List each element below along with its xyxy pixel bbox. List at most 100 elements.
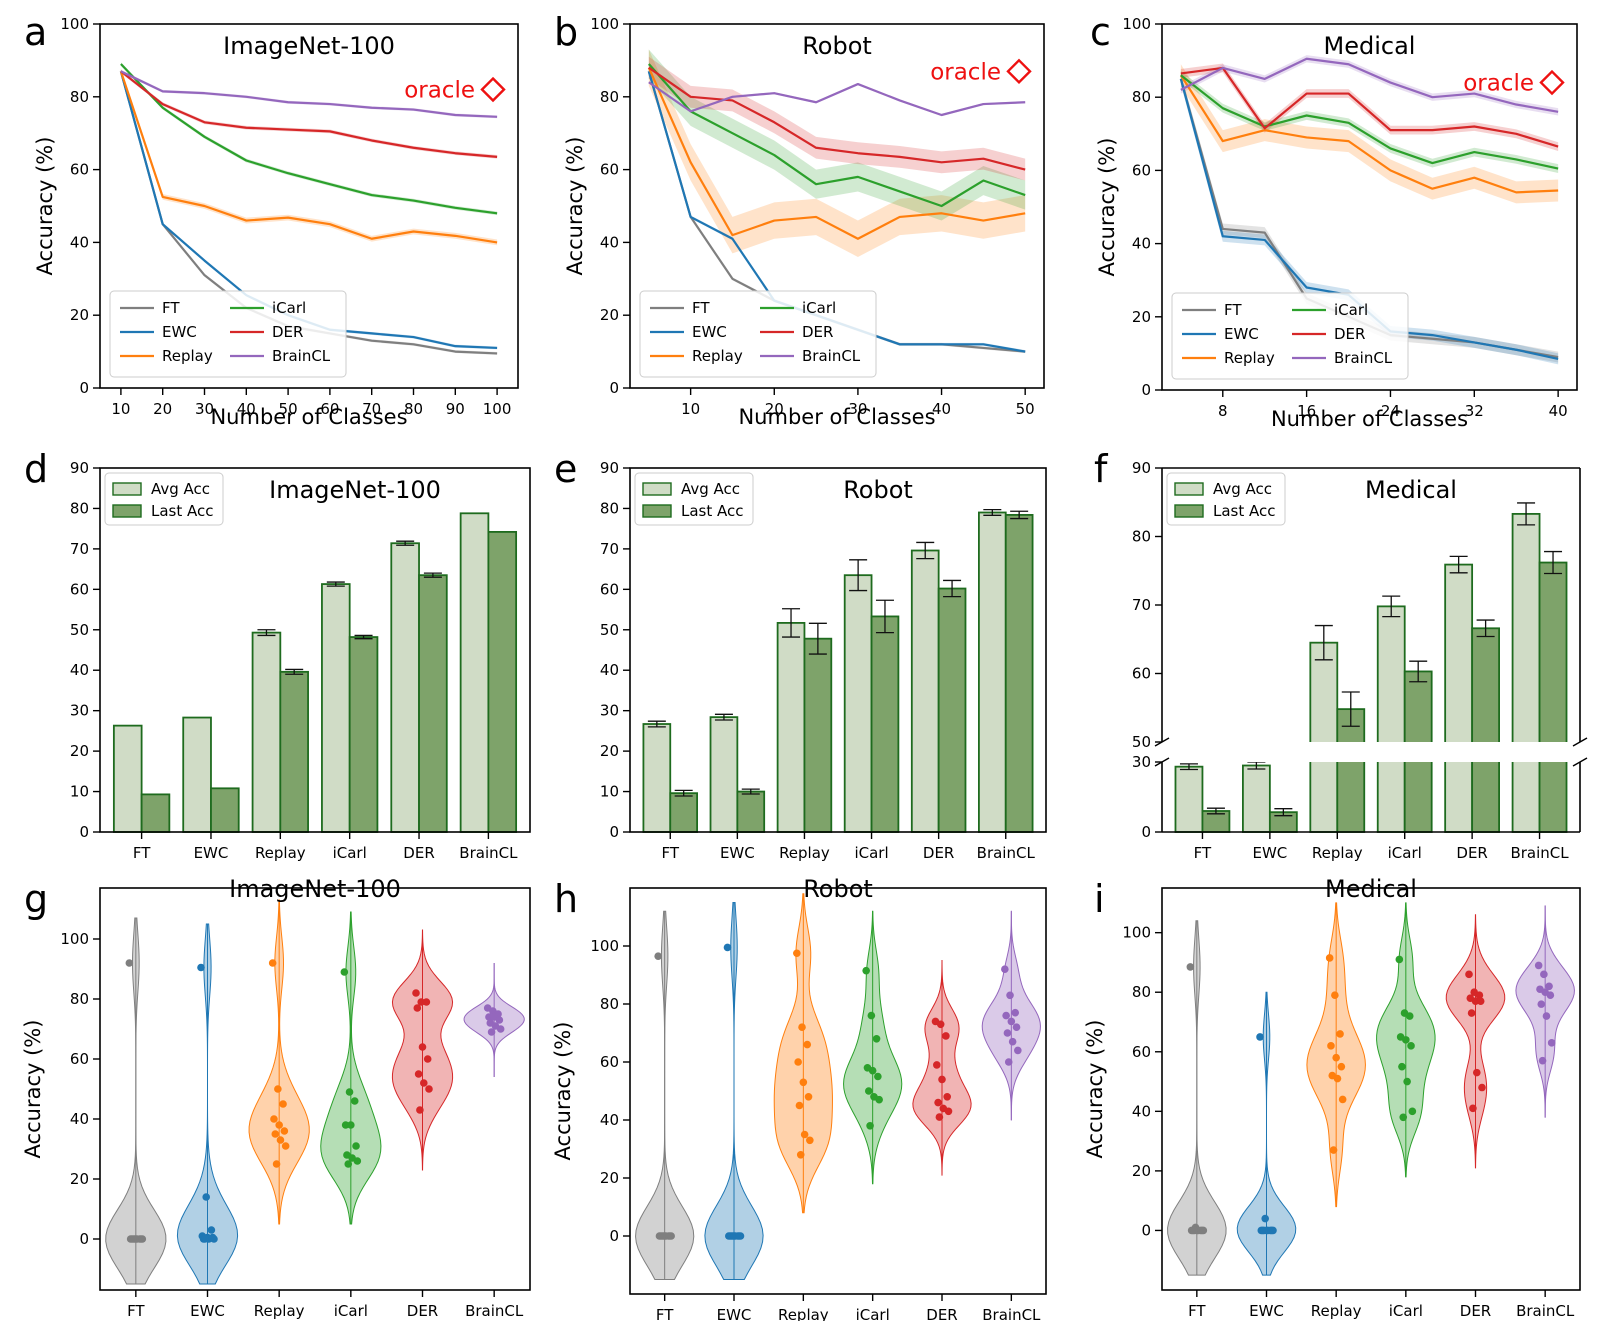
legend-label-avg: Avg Acc (151, 480, 210, 498)
y-tick-label: 90 (70, 459, 89, 477)
data-point-DER (1475, 991, 1484, 999)
y-axis-label: Accuracy (%) (1095, 138, 1119, 277)
oracle-label: oracle (404, 78, 475, 104)
data-point-BrainCL (1547, 1039, 1556, 1047)
y-tick-label: 80 (70, 990, 89, 1008)
x-tick-label: 10 (111, 400, 130, 418)
data-point-Replay (1337, 1062, 1346, 1071)
data-point-DER (414, 1070, 423, 1078)
y-tick-label: 0 (1141, 823, 1151, 841)
data-point-iCarl (347, 1121, 355, 1129)
bar-Last-Acc-DER (418, 574, 448, 833)
data-point-Replay (1325, 954, 1334, 962)
data-point-BrainCL (1538, 1056, 1547, 1065)
x-tick-label: DER (1456, 844, 1487, 862)
x-tick-label: 100 (483, 400, 512, 418)
bar-Last-Acc-EWC (736, 790, 766, 833)
x-tick-label: BrainCL (977, 844, 1036, 862)
data-point-iCarl (1403, 1077, 1411, 1086)
data-point-iCarl (1398, 1062, 1406, 1071)
x-tick-label: 20 (765, 400, 784, 418)
x-tick-label: Replay (779, 844, 830, 862)
x-tick-label: DER (926, 1306, 957, 1321)
x-tick-label: BrainCL (1516, 1302, 1575, 1320)
y-tick-label: 30 (1132, 753, 1151, 771)
panel-title: Robot (843, 476, 913, 504)
panel-c: 0 20 40 60 80 100 8 16 24 32 40 Number of Classes Ac… (1090, 10, 1578, 431)
data-point-BrainCL (1008, 1037, 1017, 1046)
bar-Last-Acc-Replay (1336, 708, 1366, 833)
bar-Last-Acc-FT (669, 792, 698, 833)
bar-Avg-Acc-DER (390, 542, 420, 833)
legend-swatch-avg (1174, 482, 1204, 496)
data-point-DER (1469, 1104, 1477, 1113)
data-point-BrainCL (1006, 991, 1014, 1000)
y-axis-label: Accuracy (%) (1083, 1020, 1107, 1159)
data-point-DER (1478, 1083, 1486, 1092)
data-point-DER (1471, 997, 1480, 1005)
data-point-BrainCL (487, 1028, 496, 1036)
data-point-BrainCL (1545, 982, 1553, 991)
data-point-EWC (1260, 1226, 1268, 1235)
y-tick-label: 40 (600, 233, 619, 251)
data-point-EWC (727, 1232, 736, 1240)
data-point-DER (413, 1004, 422, 1012)
data-point-iCarl (1395, 955, 1404, 964)
y-tick-label: 40 (600, 1111, 619, 1129)
data-point-BrainCL (1007, 1017, 1016, 1026)
data-point-DER (1467, 1009, 1476, 1017)
data-point-DER (412, 989, 420, 997)
bar-Avg-Acc-FT (1174, 765, 1204, 833)
data-point-Replay (281, 1142, 290, 1150)
x-tick-label: EWC (1252, 844, 1287, 862)
series-line-DER (1180, 66, 1559, 148)
data-point-EWC (723, 943, 732, 952)
y-tick-label: 70 (1132, 596, 1151, 614)
legend-label-iCarl: iCarl (1334, 301, 1368, 319)
data-point-Replay (274, 1085, 282, 1093)
break-mark (1572, 737, 1588, 747)
series-line-iCarl (647, 63, 1026, 208)
y-tick-label: 60 (1132, 1043, 1151, 1061)
legend-label-iCarl: iCarl (272, 299, 306, 317)
panel-title: ImageNet-100 (223, 32, 395, 60)
bar-Avg-Acc-DER (1444, 563, 1474, 833)
x-tick-label: 16 (1297, 402, 1316, 420)
legend-label-EWC: EWC (1224, 325, 1259, 343)
data-point-BrainCL (1004, 1058, 1013, 1066)
y-tick-label: 40 (70, 1110, 89, 1128)
x-tick-label: 30 (848, 400, 867, 418)
panel-label: a (24, 10, 47, 54)
x-axis-label: Number of Classes (738, 405, 935, 429)
bar-Avg-Acc-FT (112, 724, 143, 833)
panel-title: Robot (802, 32, 872, 60)
bar-Avg-Acc-FT (642, 723, 672, 833)
legend-label-last: Last Acc (1213, 502, 1276, 520)
series-band-Replay (1180, 64, 1559, 204)
y-tick-label: 80 (1132, 528, 1151, 546)
y-tick-label: 80 (600, 88, 619, 106)
y-tick-label: 10 (70, 783, 89, 801)
y-tick-label: 100 (590, 937, 619, 955)
y-tick-label: 30 (600, 702, 619, 720)
series-band-DER (648, 56, 1026, 181)
data-point-BrainCL (1537, 1000, 1546, 1008)
break-mark (1572, 757, 1588, 767)
oracle-label: oracle (1463, 71, 1534, 97)
data-point-iCarl (340, 968, 349, 976)
x-tick-label: 80 (404, 400, 423, 418)
bar-Last-Acc-BrainCL (1004, 514, 1034, 833)
data-point-FT (667, 1232, 675, 1240)
plot-frame (1161, 887, 1581, 1291)
series-line-BrainCL (120, 70, 498, 118)
legend-label-iCarl: iCarl (802, 299, 836, 317)
legend-label-Replay: Replay (692, 347, 743, 365)
bar-Avg-Acc-iCarl (1376, 605, 1406, 833)
data-point-Replay (1338, 1095, 1347, 1104)
data-point-iCarl (862, 966, 870, 975)
y-tick-label: 10 (600, 783, 619, 801)
data-point-FT (1190, 1226, 1199, 1235)
panel-title: ImageNet-100 (269, 476, 441, 504)
legend-label-BrainCL: BrainCL (802, 347, 861, 365)
y-axis-label: Accuracy (%) (551, 1022, 575, 1161)
